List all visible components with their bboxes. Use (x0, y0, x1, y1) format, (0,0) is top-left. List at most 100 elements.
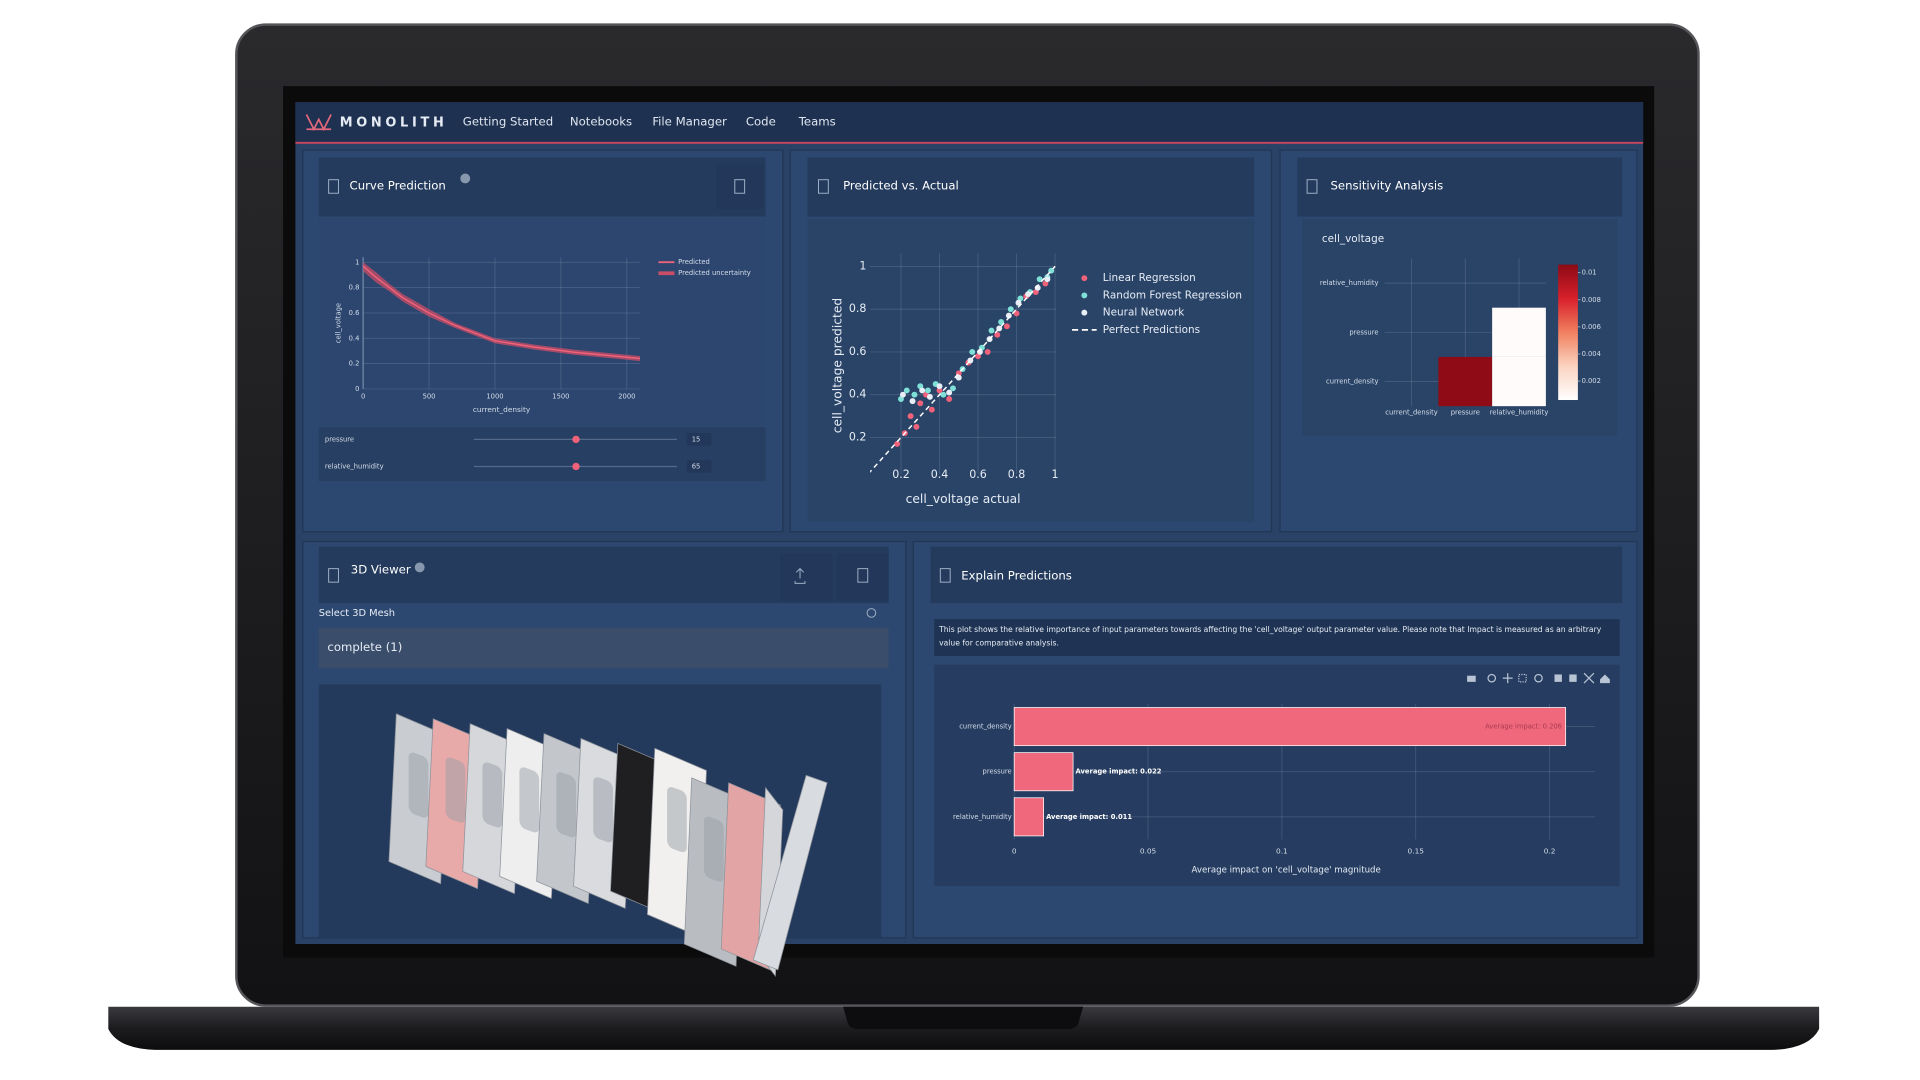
legend-swatch (1081, 275, 1088, 282)
slider-label: relative_humidity (325, 462, 384, 470)
button[interactable] (716, 164, 764, 210)
slider-value: 15 (692, 435, 701, 443)
panel-header (930, 546, 1623, 604)
chart-area (318, 219, 766, 425)
point (1044, 276, 1051, 283)
panel-title: Predicted vs. Actual (843, 178, 959, 192)
navbar (295, 102, 1644, 143)
point (984, 348, 991, 355)
info-icon[interactable] (866, 608, 877, 618)
x-tick-label: 2000 (618, 392, 635, 400)
laptop-mockup: MONOLITH Getting Started Notebooks File … (108, 23, 1820, 1050)
nav-item[interactable]: Code (746, 114, 776, 128)
tool-icon[interactable] (1583, 672, 1595, 684)
x-tick-label: 1000 (486, 392, 503, 400)
tool-icon[interactable] (1554, 674, 1562, 682)
x-axis-title: Average impact on 'cell_voltage' magnitu… (1192, 866, 1381, 876)
y-tick-label: 0 (355, 385, 359, 393)
mesh-hole (519, 767, 540, 833)
dropdown-value[interactable]: complete (1) (327, 640, 402, 654)
x-tick-label: 0.6 (969, 468, 987, 481)
logo[interactable] (305, 114, 332, 132)
y-tick-label: 0.8 (349, 284, 360, 292)
x-tick-label: 0.2 (892, 468, 910, 481)
dropdown[interactable] (318, 627, 889, 669)
bar (1013, 797, 1044, 837)
legend-swatch (1081, 309, 1088, 316)
x-tick-label: pressure (1451, 408, 1480, 416)
colorbar-label: 0.008 (1582, 296, 1601, 304)
plot-toolbar[interactable] (1467, 672, 1610, 684)
doc-icon[interactable] (857, 568, 869, 583)
upload-icon[interactable] (794, 567, 806, 584)
info-icon[interactable] (414, 562, 425, 573)
point (894, 440, 901, 447)
nav-item[interactable]: Notebooks (570, 114, 632, 128)
plot-clip (870, 265, 1056, 473)
description: This plot shows the relative importance … (938, 625, 1602, 634)
button[interactable] (836, 553, 889, 601)
heat-cell (1492, 356, 1546, 407)
panel-header (807, 157, 1255, 217)
nav-item[interactable]: File Manager (652, 114, 727, 128)
panel-title: Sensitivity Analysis (1330, 178, 1443, 192)
tool-icon[interactable] (1569, 674, 1577, 682)
upload-button[interactable] (780, 553, 833, 601)
tool-icon[interactable] (1534, 673, 1543, 683)
tool-icon[interactable] (1467, 675, 1476, 682)
point (940, 391, 947, 398)
slider-knob[interactable] (572, 462, 580, 471)
panel-title: Curve Prediction (350, 178, 446, 192)
slider-knob[interactable] (572, 435, 580, 444)
point (926, 393, 933, 400)
point (913, 423, 920, 430)
y-tick-label: 0.6 (849, 345, 867, 358)
colorbar-label: 0.01 (1582, 269, 1597, 277)
info-icon[interactable] (460, 173, 471, 184)
mesh-hole (667, 787, 687, 853)
point (907, 413, 914, 420)
tool-icon[interactable] (1487, 673, 1497, 683)
value-label: Average impact: 0.206 (1485, 723, 1562, 731)
legend-label: Perfect Predictions (1103, 324, 1200, 336)
colorbar (1558, 264, 1578, 401)
point (936, 383, 943, 390)
y-axis-title: cell_voltage (334, 303, 342, 343)
x-tick-label: current_density (1385, 408, 1437, 416)
x-tick-label: 500 (423, 392, 436, 400)
description-box (934, 619, 1620, 657)
tool-icon[interactable] (1502, 673, 1513, 684)
nav-item[interactable]: Getting Started (463, 114, 553, 128)
point (917, 400, 924, 407)
panel-header (1297, 157, 1623, 217)
doc-icon (1306, 179, 1318, 194)
x-tick-label: 0.1 (1276, 847, 1288, 856)
x-axis-title: current_density (473, 405, 531, 414)
doc-icon (328, 568, 339, 583)
point (924, 387, 931, 394)
doc-icon[interactable] (734, 179, 746, 194)
point (909, 398, 916, 405)
panel-title: 3D Viewer (351, 562, 411, 576)
point (1015, 299, 1022, 306)
slider-value-box (686, 460, 712, 473)
x-tick-label: 0.05 (1140, 847, 1157, 856)
point (950, 385, 956, 392)
tool-icon[interactable] (1518, 673, 1527, 683)
tool-icon[interactable] (1600, 674, 1610, 684)
slider-value-box (686, 433, 712, 446)
legend-label: Predicted (678, 258, 710, 266)
y-tick-label: current_density (1326, 378, 1378, 386)
x-tick-label: 0.15 (1408, 847, 1425, 856)
point (1025, 291, 1032, 298)
y-tick-label: relative_humidity (1320, 279, 1379, 287)
legend-label: Random Forest Regression (1103, 289, 1242, 301)
panel-header (318, 157, 766, 217)
point (1013, 310, 1020, 317)
reference-line (870, 265, 1056, 473)
brand[interactable]: MONOLITH (340, 116, 448, 131)
nav-item[interactable]: Teams (798, 114, 836, 128)
x-axis-title: cell_voltage actual (906, 492, 1021, 506)
point (994, 331, 1001, 338)
